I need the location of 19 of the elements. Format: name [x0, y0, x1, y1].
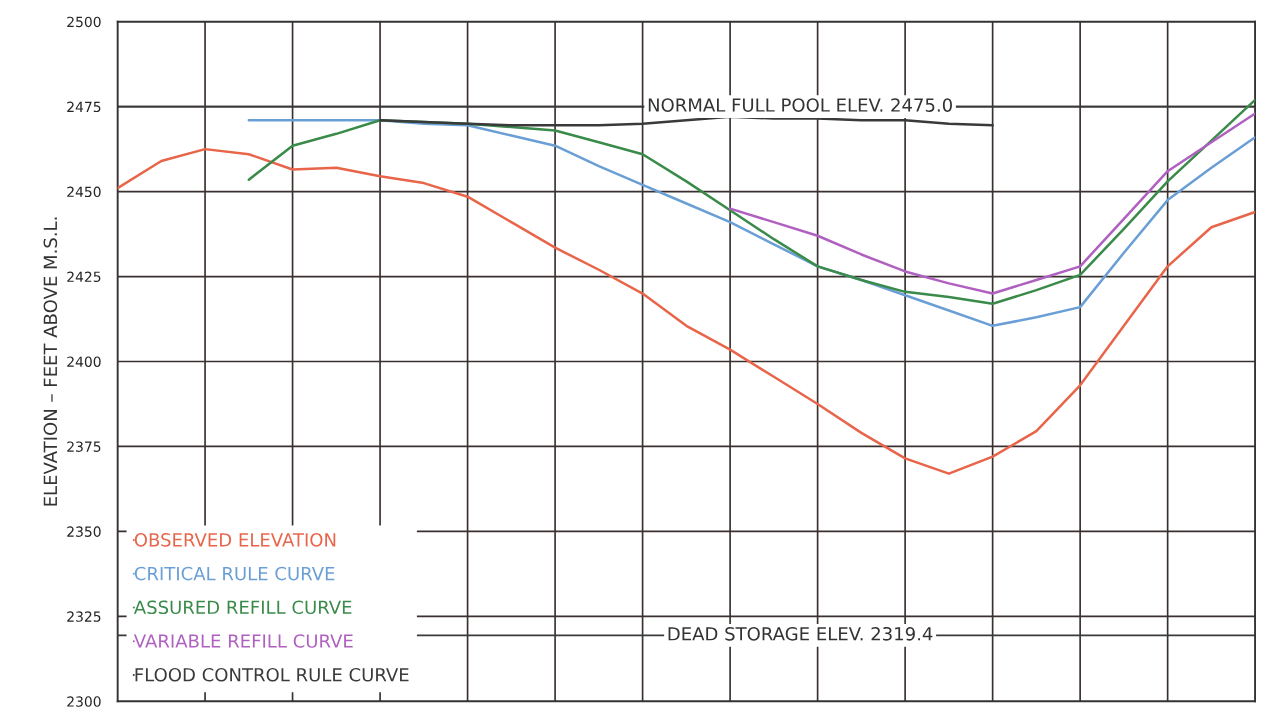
y-tick-label: 2500	[67, 16, 101, 28]
y-tick-label: 2425	[67, 271, 101, 283]
legend-label: OBSERVED ELEVATION	[134, 533, 336, 547]
y-tick-label: 2450	[67, 186, 101, 198]
legend-label: FLOOD CONTROL RULE CURVE	[135, 667, 409, 682]
y-axis-title: ELEVATION – FEET ABOVE M.S.L.	[43, 217, 58, 506]
y-tick-label: 2375	[67, 441, 101, 452]
legend-label: CRITICAL RULE CURVE	[134, 566, 335, 581]
y-tick-label: 2300	[67, 696, 101, 707]
y-tick-label: 2350	[67, 526, 101, 537]
y-tick-label: 2475	[67, 101, 101, 113]
y-tick-label: 2400	[67, 356, 101, 367]
line-series	[728, 112, 1256, 295]
y-tick-label: 2325	[67, 611, 101, 622]
ref-line-label: DEAD STORAGE ELEV. 2319.4	[668, 626, 933, 641]
line-series	[117, 147, 1256, 475]
legend-label: VARIABLE REFILL CURVE	[133, 634, 353, 648]
legend-label: ASSURED REFILL CURVE	[133, 600, 352, 615]
ref-line-label: NORMAL FULL POOL ELEV. 2475.0	[648, 98, 952, 112]
